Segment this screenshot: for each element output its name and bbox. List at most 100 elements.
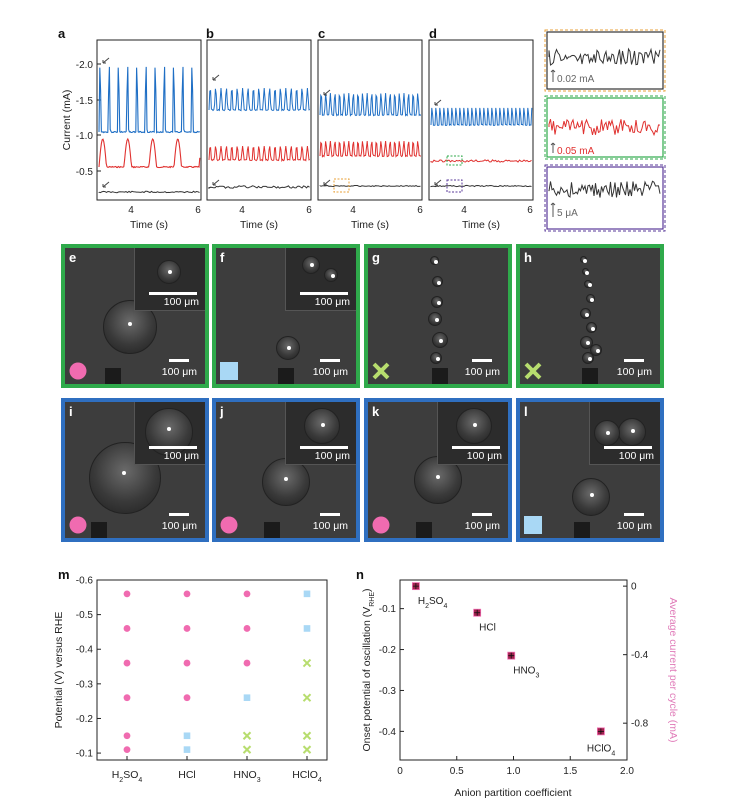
scale-label: 100 μm: [464, 366, 500, 378]
zoom-box-orange: [333, 178, 350, 193]
bubble: [276, 336, 300, 360]
point-label: HClO4: [587, 743, 615, 757]
data-point-cross: [412, 583, 419, 590]
bubble: [582, 268, 590, 275]
zoom-trace-black-2: [548, 180, 661, 198]
data-point-circle: [243, 659, 251, 667]
trace-c-black: [319, 184, 421, 188]
chart-n-ylabel: Onset potential of oscillation (VRHE): [361, 588, 376, 751]
inset-scale-label: 100 μm: [314, 450, 350, 462]
xlabel-d: Time (s): [462, 219, 500, 231]
zoom-inset: [134, 248, 205, 311]
zoom-scale-2: 0.05 mA: [557, 146, 595, 157]
data-point-cross: [302, 658, 312, 668]
xlabel-c: Time (s): [351, 219, 389, 231]
chart-m-frame: [96, 579, 328, 761]
data-point-circle: [243, 590, 251, 598]
inset-scale-bar: [604, 446, 652, 449]
xtick-label: 1.5: [563, 766, 577, 777]
data-point-circle: [183, 625, 191, 632]
chart-n-xlabel: Anion partition coefficient: [454, 787, 571, 799]
inset-scale-label: 100 μm: [618, 450, 654, 462]
bubble: [594, 420, 620, 446]
xlabel-a: Time (s): [130, 219, 168, 231]
trace-b-red: [208, 145, 311, 163]
scale-label: 100 μm: [161, 520, 197, 532]
ytick-label: -0.6: [76, 576, 94, 587]
trace-c-blue: [319, 93, 422, 117]
ytick-label: -0.3: [76, 679, 94, 690]
ytick: -2.0: [76, 60, 94, 71]
chart-n-y2label: Average current per cycle (mA): [667, 597, 679, 742]
panel-label-e: e: [69, 250, 77, 265]
category-label: HNO3: [233, 769, 260, 784]
panel-label-c: c: [318, 26, 326, 41]
circle-marker-icon: [220, 516, 238, 534]
inset-scale-bar: [300, 446, 348, 449]
bubble: [430, 352, 442, 364]
bubble: [580, 256, 588, 263]
ytick-label: -0.4: [379, 727, 397, 738]
trace-b-black: [208, 185, 310, 190]
point-label: HCl: [479, 623, 496, 634]
plot-box-a: [96, 39, 202, 201]
bubble: [580, 336, 593, 349]
xlabel-b: Time (s): [240, 219, 278, 231]
xtick: 6: [195, 205, 201, 216]
bubble: [302, 256, 320, 274]
y2tick-label: -0.8: [631, 719, 649, 730]
chart-n: Onset potential of oscillation (VRHE) Av…: [361, 579, 679, 799]
scale-bar: [624, 359, 644, 362]
xtick: 4: [239, 205, 245, 216]
xtick: 4: [350, 205, 356, 216]
data-point-square: [183, 732, 191, 740]
plot-box-d: [428, 39, 534, 201]
chart-m-ylabel: Potential (V) versus RHE: [53, 612, 65, 729]
data-point-circle: [183, 659, 191, 667]
data-point-cross: [474, 609, 481, 616]
point-label: HNO3: [513, 666, 539, 680]
data-point-square: [183, 746, 191, 753]
panel-label-f: f: [220, 250, 225, 265]
electrode-tip: [582, 368, 598, 384]
data-point-circle: [183, 590, 191, 598]
scale-label: 100 μm: [161, 366, 197, 378]
scale-label: 100 μm: [616, 520, 652, 532]
bubble: [572, 478, 610, 516]
bubble: [431, 296, 443, 308]
data-point-circle: [123, 590, 131, 598]
inset-scale-bar: [149, 446, 197, 449]
electrode-tip: [91, 522, 107, 538]
image-tile-k: 100 μm k 100 μm: [364, 398, 512, 542]
scale-bar: [320, 359, 340, 362]
inset-scale-label: 100 μm: [466, 450, 502, 462]
panel-label-b: b: [206, 26, 214, 41]
data-point-circle: [123, 694, 131, 702]
zoom-trace-red: [548, 118, 661, 137]
ytick: -1.5: [76, 96, 94, 107]
trace-d-black: [430, 184, 532, 188]
category-label: H2SO4: [112, 769, 143, 784]
scale-bar: [472, 513, 492, 516]
electrode-tip: [105, 368, 121, 384]
inset-scale-label: 100 μm: [163, 296, 199, 308]
xtick: 4: [461, 205, 467, 216]
bubble: [582, 352, 594, 364]
panel-label-j: j: [220, 404, 224, 419]
xtick: 4: [128, 205, 134, 216]
zoom-trace-black-1: [548, 47, 661, 66]
zoom-box-green: [446, 155, 463, 166]
trace-c-red: [319, 140, 422, 158]
electrode-tip: [432, 368, 448, 384]
electrode-tip: [416, 522, 432, 538]
image-tile-j: 100 μm j 100 μm: [212, 398, 360, 542]
xtick-label: 0: [397, 766, 403, 777]
xtick-label: 0.5: [450, 766, 464, 777]
point-label: H2SO4: [418, 596, 448, 610]
zoom-inset-green-frame: [544, 95, 666, 160]
panel-label-d: d: [429, 26, 437, 41]
panel-label-l: l: [524, 404, 528, 419]
current-traces-figure: Current (mA) -2.0 -1.5 -1.0 -0.5 4 6 4 6…: [61, 29, 666, 232]
zoom-scale-3: 5 μA: [557, 208, 578, 219]
scale-label: 100 μm: [616, 366, 652, 378]
